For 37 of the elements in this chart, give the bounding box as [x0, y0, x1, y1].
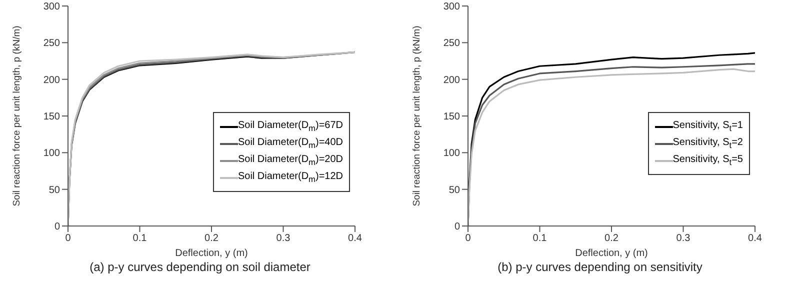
y-tick-label: 150 — [443, 112, 460, 123]
x-axis-title: Deflection, y (m) — [575, 248, 648, 259]
x-tick-label: 0.4 — [748, 233, 762, 244]
legend-label: Soil Diameter(D$_{m}$)=40D — [238, 137, 343, 150]
y-tick-label: 300 — [443, 2, 460, 13]
x-tick-label: 0.2 — [604, 233, 619, 244]
x-tick-label: 0.2 — [204, 233, 219, 244]
x-axis-title: Deflection, y (m) — [175, 248, 248, 259]
y-tick-label: 200 — [43, 74, 60, 86]
y-axis-title: Soil reaction force per unit length, p (kN/m) — [11, 26, 22, 206]
y-tick-label: 100 — [43, 148, 60, 160]
legend-label: Sensitivity, S$_{t}$=1 — [672, 120, 743, 133]
legend-label: Soil Diameter(D$_{m}$)=20D — [238, 154, 343, 167]
legend-label: Soil Diameter(D$_{m}$)=12D — [238, 171, 343, 184]
y-tick-label: 250 — [43, 38, 60, 50]
legend-label: Sensitivity, S$_{t}$=2 — [672, 137, 743, 150]
y-tick-label: 0 — [54, 222, 60, 233]
legend-label: Soil Diameter(D$_{m}$)=67D — [238, 120, 343, 133]
legend-label: Sensitivity, S$_{t}$=5 — [672, 154, 743, 167]
x-tick-label: 0.4 — [348, 233, 362, 244]
text: (a) p-y curves depending on soil diameter — [88, 260, 312, 274]
text: (b) p-y curves depending on sensitivity — [496, 260, 704, 274]
x-tick-label: 0.1 — [532, 233, 548, 244]
y-tick-label: 50 — [48, 184, 60, 196]
x-tick-label: 0 — [465, 233, 472, 244]
y-tick-label: 150 — [43, 112, 60, 123]
y-tick-label: 100 — [443, 148, 460, 160]
x-tick-label: 0.3 — [276, 233, 291, 244]
y-tick-label: 0 — [454, 222, 460, 233]
x-tick-label: 0 — [65, 233, 72, 244]
x-tick-label: 0.3 — [676, 233, 691, 244]
y-axis-title: Soil reaction force per unit length, p (kN/m) — [411, 26, 422, 206]
y-tick-label: 50 — [448, 184, 460, 196]
x-tick-label: 0.1 — [132, 233, 148, 244]
y-tick-label: 200 — [443, 74, 460, 86]
y-tick-label: 250 — [443, 38, 460, 50]
y-tick-label: 300 — [43, 2, 60, 13]
